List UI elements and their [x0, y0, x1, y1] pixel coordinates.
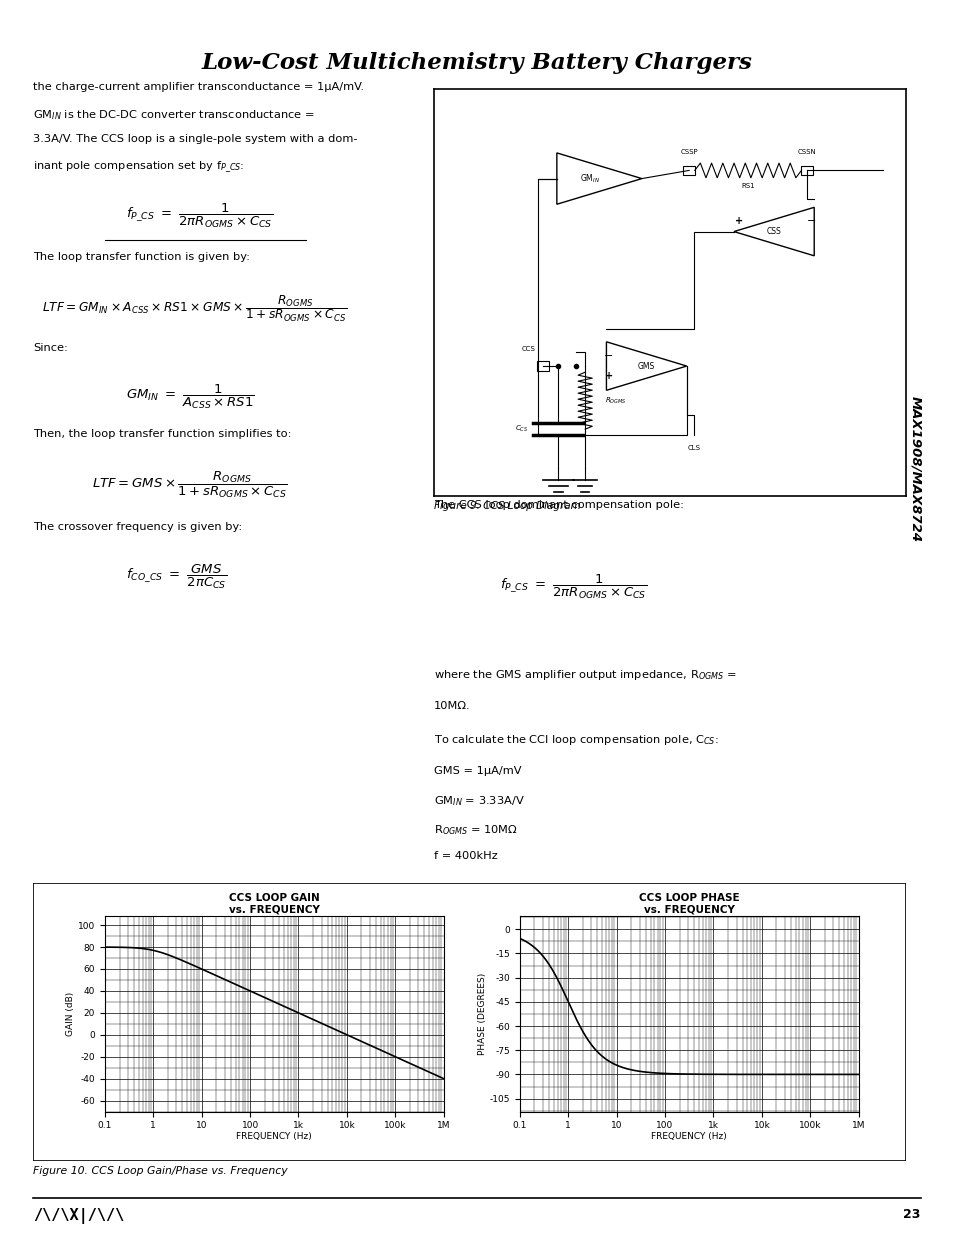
- Title: CCS LOOP PHASE
vs. FREQUENCY: CCS LOOP PHASE vs. FREQUENCY: [639, 893, 739, 914]
- Text: where the GMS amplifier output impedance, R$_{OGMS}$ =: where the GMS amplifier output impedance…: [434, 668, 736, 682]
- Text: inant pole compensation set by f$_{P\_CS}$:: inant pole compensation set by f$_{P\_CS…: [33, 159, 245, 175]
- Y-axis label: PHASE (DEGREES): PHASE (DEGREES): [477, 973, 486, 1055]
- Text: Low-Cost Multichemistry Battery Chargers: Low-Cost Multichemistry Battery Chargers: [201, 52, 752, 74]
- Text: The loop transfer function is given by:: The loop transfer function is given by:: [33, 252, 250, 263]
- Text: CLS: CLS: [686, 445, 700, 451]
- Bar: [682, 165, 694, 175]
- Text: R$_{OGMS}$ = 10MΩ: R$_{OGMS}$ = 10MΩ: [434, 823, 517, 837]
- Text: $LTF = GM_{IN}\times A_{CSS}\times RS1\times GMS\times\dfrac{R_{OGMS}}{1+sR_{OGM: $LTF = GM_{IN}\times A_{CSS}\times RS1\t…: [42, 294, 347, 324]
- Text: Then, the loop transfer function simplifies to:: Then, the loop transfer function simplif…: [33, 429, 292, 438]
- Text: CCS: CCS: [521, 346, 535, 352]
- Text: Since:: Since:: [33, 343, 69, 353]
- Y-axis label: GAIN (dB): GAIN (dB): [66, 992, 75, 1036]
- Text: the charge-current amplifier transconductance = 1μA/mV.: the charge-current amplifier transconduc…: [33, 83, 364, 93]
- Text: /\/\X|/\/\: /\/\X|/\/\: [33, 1208, 125, 1224]
- Text: RS1: RS1: [740, 184, 754, 189]
- Text: 10MΩ.: 10MΩ.: [434, 700, 470, 710]
- Bar: [801, 165, 812, 175]
- Text: $f_{CO\_CS}\ =\ \dfrac{GMS}{2\pi C_{CS}}$: $f_{CO\_CS}\ =\ \dfrac{GMS}{2\pi C_{CS}}…: [126, 563, 227, 592]
- Text: $GM_{IN}\ =\ \dfrac{1}{A_{CSS}\times RS1}$: $GM_{IN}\ =\ \dfrac{1}{A_{CSS}\times RS1…: [126, 383, 254, 411]
- Text: +: +: [734, 216, 742, 226]
- Text: GM$_{IN}$: GM$_{IN}$: [579, 173, 599, 185]
- Text: f = 400kHz: f = 400kHz: [434, 851, 497, 861]
- Text: $f_{P\_CS}\ =\ \dfrac{1}{2\pi R_{OGMS}\times C_{CS}}$: $f_{P\_CS}\ =\ \dfrac{1}{2\pi R_{OGMS}\t…: [126, 203, 273, 230]
- Title: CCS LOOP GAIN
vs. FREQUENCY: CCS LOOP GAIN vs. FREQUENCY: [229, 893, 319, 914]
- Text: The CCS loop dominant compensation pole:: The CCS loop dominant compensation pole:: [434, 500, 683, 510]
- Text: $R_{OGMS}$: $R_{OGMS}$: [604, 395, 626, 406]
- Text: GM$_{IN}$ = 3.33A/V: GM$_{IN}$ = 3.33A/V: [434, 794, 524, 809]
- Text: To calculate the CCI loop compensation pole, C$_{CS}$:: To calculate the CCI loop compensation p…: [434, 734, 718, 747]
- Text: MAX1908/MAX8724: MAX1908/MAX8724: [908, 396, 922, 542]
- Text: CSSP: CSSP: [679, 149, 698, 154]
- Text: CSS: CSS: [766, 227, 781, 236]
- Text: GMS: GMS: [638, 362, 655, 370]
- Bar: [536, 361, 548, 372]
- Text: $LTF = GMS\times\dfrac{R_{OGMS}}{1+sR_{OGMS}\times C_{CS}}$: $LTF = GMS\times\dfrac{R_{OGMS}}{1+sR_{O…: [92, 471, 288, 500]
- Text: −: −: [603, 351, 613, 361]
- X-axis label: FREQUENCY (Hz): FREQUENCY (Hz): [651, 1131, 726, 1141]
- Text: GMS = 1μA/mV: GMS = 1μA/mV: [434, 766, 521, 776]
- Text: Figure 9. CCS Loop Diagram: Figure 9. CCS Loop Diagram: [434, 501, 580, 511]
- Text: The crossover frequency is given by:: The crossover frequency is given by:: [33, 521, 242, 531]
- Text: Figure 10. CCS Loop Gain/Phase vs. Frequency: Figure 10. CCS Loop Gain/Phase vs. Frequ…: [33, 1166, 288, 1176]
- Text: $C_{CS}$: $C_{CS}$: [515, 424, 528, 435]
- X-axis label: FREQUENCY (Hz): FREQUENCY (Hz): [236, 1131, 312, 1141]
- Text: $f_{P\_CS}\ =\ \dfrac{1}{2\pi R_{OGMS}\times C_{CS}}$: $f_{P\_CS}\ =\ \dfrac{1}{2\pi R_{OGMS}\t…: [499, 573, 646, 601]
- Text: +: +: [604, 372, 612, 382]
- Text: 23: 23: [902, 1208, 920, 1221]
- Text: CSSN: CSSN: [797, 149, 816, 154]
- Text: GM$_{IN}$ is the DC-DC converter transconductance =: GM$_{IN}$ is the DC-DC converter transco…: [33, 109, 314, 122]
- Text: −: −: [806, 216, 816, 226]
- Text: 3.3A/V. The CCS loop is a single-pole system with a dom-: 3.3A/V. The CCS loop is a single-pole sy…: [33, 133, 357, 144]
